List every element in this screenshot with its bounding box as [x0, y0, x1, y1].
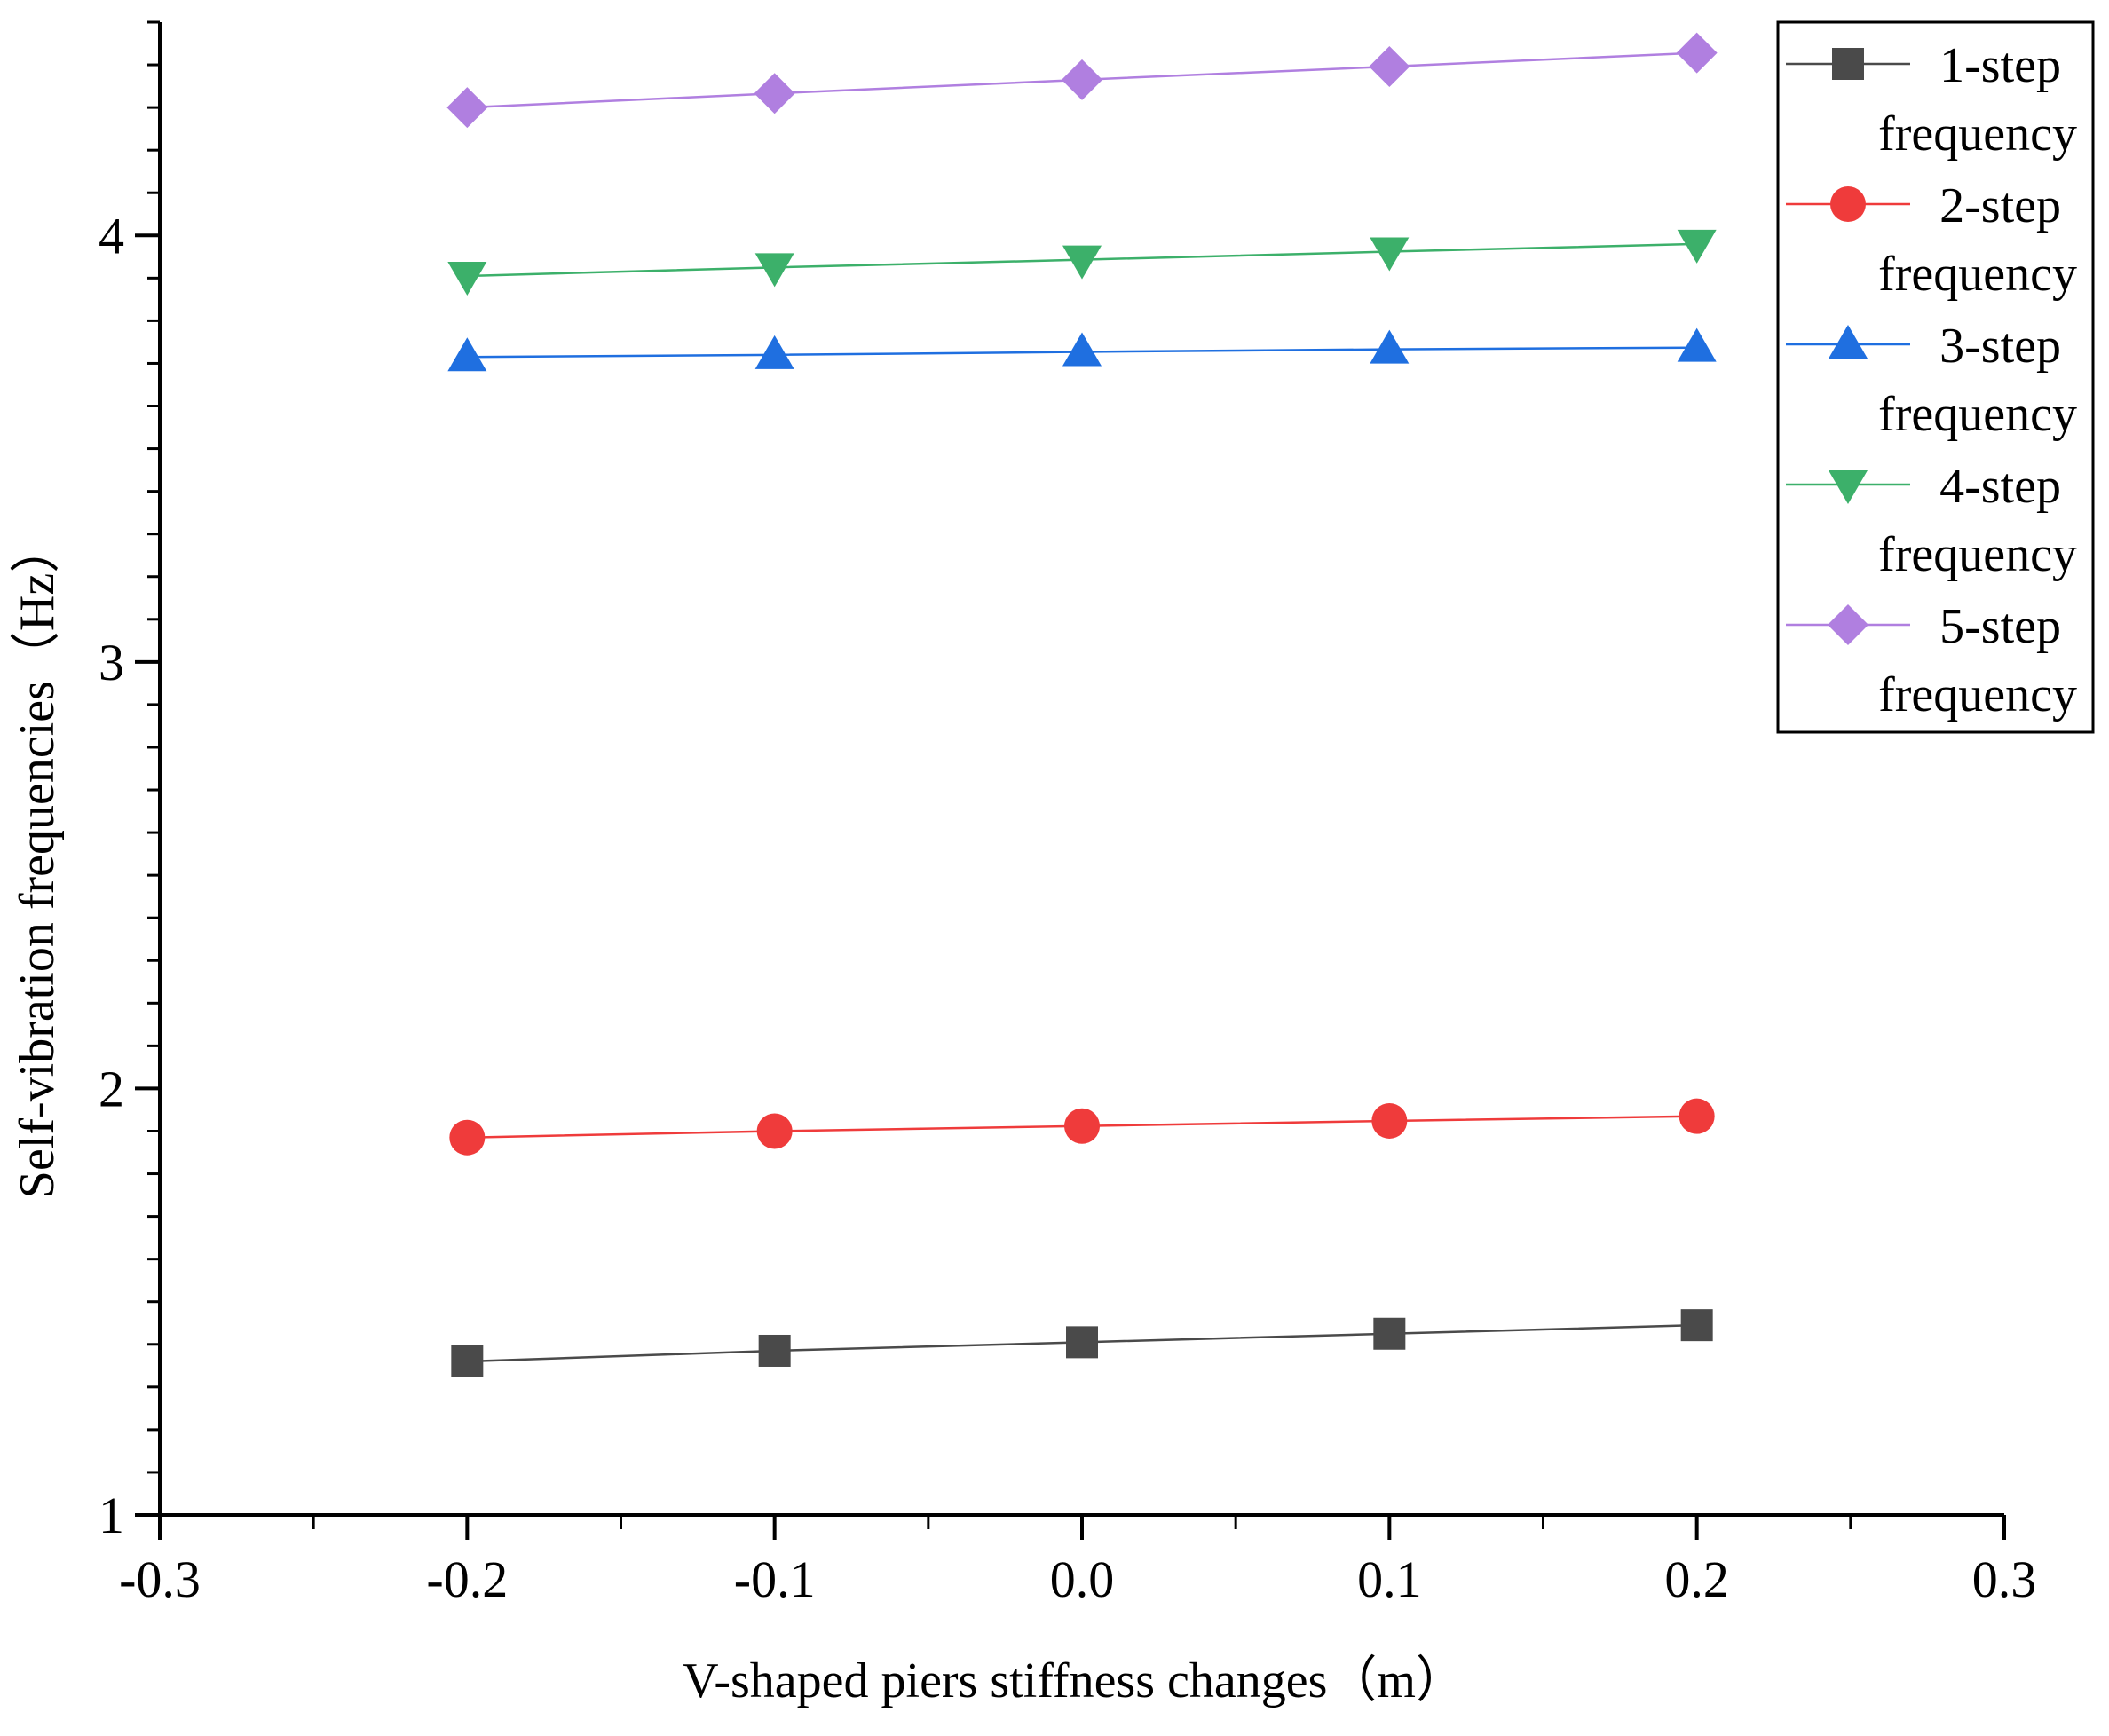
- legend-label-line2: frequency: [1878, 527, 2077, 582]
- legend-label-line2: frequency: [1878, 107, 2077, 162]
- x-tick-label: -0.2: [426, 1551, 508, 1608]
- x-axis-title: V-shaped piers stiffness changes（m）: [683, 1653, 1465, 1708]
- legend-label: 3-step: [1939, 319, 2061, 374]
- y-tick-label: 4: [99, 207, 124, 264]
- series-2: [449, 1098, 1715, 1156]
- data-point: [447, 337, 487, 372]
- legend-marker: [1832, 48, 1864, 80]
- data-point: [754, 73, 795, 114]
- data-point: [1677, 327, 1717, 362]
- legend-label: 4-step: [1939, 459, 2061, 514]
- data-point: [1370, 237, 1410, 272]
- series-3: [447, 327, 1717, 372]
- data-point: [1679, 1098, 1715, 1134]
- data-point: [446, 87, 488, 129]
- legend-label-line2: frequency: [1878, 247, 2077, 302]
- legend-label-line2: frequency: [1878, 387, 2077, 442]
- y-axis-title: Self-vibration frequencies（Hz）: [10, 524, 65, 1198]
- legend-marker: [1829, 325, 1868, 359]
- series-1: [451, 1309, 1713, 1377]
- y-tick-label: 3: [99, 634, 124, 691]
- legend-marker: [1829, 470, 1868, 504]
- data-point: [1062, 245, 1102, 280]
- data-point: [447, 261, 487, 296]
- axes: -0.3 -0.2 -0.1 0.0 0.1 0.2 0.3 1 2 3 4: [99, 20, 2037, 1608]
- y-tick-label: 1: [99, 1487, 124, 1544]
- data-point: [451, 1345, 484, 1377]
- data-point: [1370, 329, 1410, 364]
- x-tick-label: 0.3: [1972, 1551, 2037, 1608]
- data-point: [756, 1113, 793, 1149]
- legend-item-3: 3-step frequency: [1786, 319, 2077, 442]
- x-tick-label: -0.1: [734, 1551, 816, 1608]
- series-layer: [446, 32, 1718, 1377]
- data-point: [449, 1119, 486, 1156]
- data-point: [1676, 32, 1718, 74]
- data-point: [1680, 1309, 1713, 1342]
- data-point: [1369, 45, 1410, 87]
- data-point: [754, 253, 794, 288]
- legend-label: 2-step: [1939, 178, 2061, 233]
- data-point: [1062, 332, 1102, 367]
- legend-item-4: 4-step frequency: [1786, 459, 2077, 582]
- legend-label: 1-step: [1939, 38, 2061, 93]
- data-point: [1066, 1326, 1098, 1359]
- legend-label: 5-step: [1939, 599, 2061, 654]
- data-point: [1062, 59, 1102, 100]
- legend-item-1: 1-step frequency: [1786, 38, 2077, 162]
- data-point: [1677, 229, 1717, 264]
- series-4: [447, 229, 1717, 296]
- legend: 1-step frequency 2-step frequency 3-step freq…: [1776, 20, 2095, 734]
- legend-label-line2: frequency: [1878, 667, 2077, 722]
- data-point: [754, 335, 794, 369]
- x-tick-label: 0.1: [1357, 1551, 1422, 1608]
- x-tick-label: 0.2: [1664, 1551, 1729, 1608]
- legend-item-5: 5-step frequency: [1786, 599, 2077, 722]
- y-tick-label: 2: [99, 1060, 124, 1117]
- data-point: [1373, 1317, 1406, 1350]
- data-point: [758, 1334, 791, 1367]
- legend-marker: [1830, 186, 1866, 222]
- legend-box: [1776, 20, 2095, 734]
- data-point: [1064, 1108, 1100, 1144]
- legend-marker: [1828, 604, 1868, 645]
- series-5: [446, 32, 1718, 129]
- x-tick-label: -0.3: [119, 1551, 201, 1608]
- x-tick-label: 0.0: [1050, 1551, 1115, 1608]
- legend-item-2: 2-step frequency: [1786, 178, 2077, 302]
- data-point: [1371, 1102, 1408, 1139]
